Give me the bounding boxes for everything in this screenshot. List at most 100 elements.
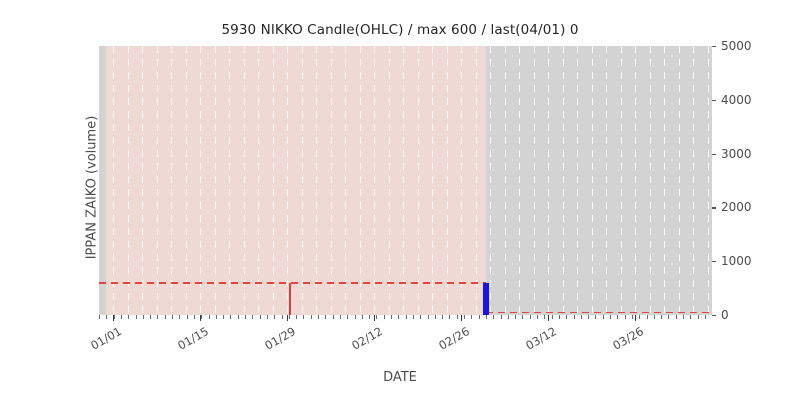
x-tick-minor (172, 315, 173, 319)
x-tick-minor (580, 315, 582, 319)
x-tick-minor (471, 315, 473, 319)
x-tick-minor (347, 315, 349, 319)
x-tick-minor (631, 315, 633, 319)
x-tick-minor (237, 315, 239, 319)
y-tick-label: 2000 (721, 200, 752, 215)
x-tick-minor (369, 315, 371, 319)
y-tick-mark (712, 46, 716, 48)
x-tick-minor (376, 315, 378, 319)
x-tick-major (287, 315, 289, 321)
x-tick-minor (500, 315, 502, 319)
x-tick-minor (142, 315, 144, 319)
x-tick-minor (610, 315, 611, 319)
x-tick-minor (515, 315, 517, 319)
x-tick-minor (449, 315, 451, 319)
x-tick-minor (405, 315, 407, 319)
x-tick-minor (558, 315, 560, 319)
x-tick-minor (602, 315, 604, 319)
candle-02-27 (483, 282, 489, 315)
y-tick-mark (712, 153, 716, 155)
x-tick-minor (456, 315, 458, 319)
x-tick-label: 03/26 (610, 324, 646, 353)
y-tick-label: 3000 (721, 146, 752, 161)
x-tick-minor (639, 315, 641, 319)
x-tick-minor (668, 315, 670, 319)
x-tick-minor (653, 315, 655, 319)
x-tick-label: 01/01 (88, 324, 124, 353)
x-tick-minor (259, 315, 261, 319)
plot-area[interactable] (99, 46, 712, 315)
x-tick-label: 01/29 (262, 324, 298, 353)
x-tick-minor (646, 315, 648, 319)
x-tick-minor (332, 315, 334, 319)
x-tick-minor (690, 315, 692, 319)
x-tick-label: 03/12 (523, 324, 559, 353)
x-tick-minor (106, 315, 108, 319)
x-tick-minor (704, 315, 706, 319)
x-tick-minor (266, 315, 268, 319)
y-tick-label: 1000 (721, 254, 752, 269)
x-tick-minor (281, 315, 283, 319)
x-tick-major (461, 315, 463, 321)
y-tick-label: 0 (721, 308, 729, 322)
x-tick-minor (157, 315, 159, 319)
x-tick-minor (566, 315, 568, 319)
x-tick-minor (383, 315, 385, 319)
x-tick-major (548, 315, 550, 321)
x-tick-minor (529, 315, 531, 319)
x-tick-minor (675, 315, 677, 319)
x-tick-minor (442, 315, 444, 319)
x-tick-minor (478, 315, 480, 319)
x-tick-minor (361, 315, 363, 319)
x-tick-minor (223, 315, 225, 319)
x-tick-minor (595, 315, 597, 319)
x-tick-minor (193, 315, 195, 319)
x-tick-minor (303, 315, 305, 319)
x-axis-label: DATE (383, 370, 417, 385)
x-tick-minor (420, 315, 422, 319)
x-tick-minor (683, 315, 684, 319)
x-tick-minor (296, 315, 298, 319)
x-tick-minor (325, 315, 327, 319)
x-tick-minor (128, 315, 130, 319)
x-tick-minor (245, 315, 246, 319)
chart-title: 5930 NIKKO Candle(OHLC) / max 600 / last… (221, 22, 579, 38)
x-tick-minor (310, 315, 312, 319)
y-tick-mark (712, 261, 716, 263)
x-tick-minor (201, 315, 203, 319)
x-tick-minor (230, 315, 232, 319)
x-tick-minor (617, 315, 619, 319)
x-tick-minor (412, 315, 414, 319)
x-tick-minor (697, 315, 699, 319)
max-level-historical (99, 281, 486, 284)
y-tick-mark (712, 315, 716, 317)
x-tick-minor (434, 315, 436, 319)
y-tick-mark (712, 99, 716, 102)
x-tick-minor (537, 315, 538, 319)
x-tick-minor (427, 315, 429, 319)
x-tick-minor (215, 315, 217, 319)
x-tick-minor (544, 315, 546, 319)
x-tick-minor (186, 315, 188, 319)
x-tick-minor (208, 315, 210, 319)
x-tick-minor (507, 315, 509, 319)
x-tick-minor (99, 315, 100, 319)
y-axis-label: IPPAN ZAIKO (volume) (84, 115, 100, 260)
x-tick-minor (485, 315, 487, 319)
x-tick-minor (661, 315, 663, 319)
x-tick-minor (179, 315, 181, 319)
x-tick-label: 01/15 (175, 324, 211, 353)
zero-level-forecast (486, 311, 712, 314)
y-tick-mark (712, 207, 716, 209)
x-tick-minor (120, 315, 122, 319)
x-tick-major (374, 315, 376, 321)
region-historical (106, 46, 486, 315)
x-tick-minor (522, 315, 524, 319)
x-tick-minor (252, 315, 254, 319)
x-tick-minor (493, 315, 495, 319)
x-tick-minor (391, 315, 392, 319)
x-tick-minor (398, 315, 400, 319)
x-tick-minor (624, 315, 626, 319)
x-tick-minor (274, 315, 276, 319)
